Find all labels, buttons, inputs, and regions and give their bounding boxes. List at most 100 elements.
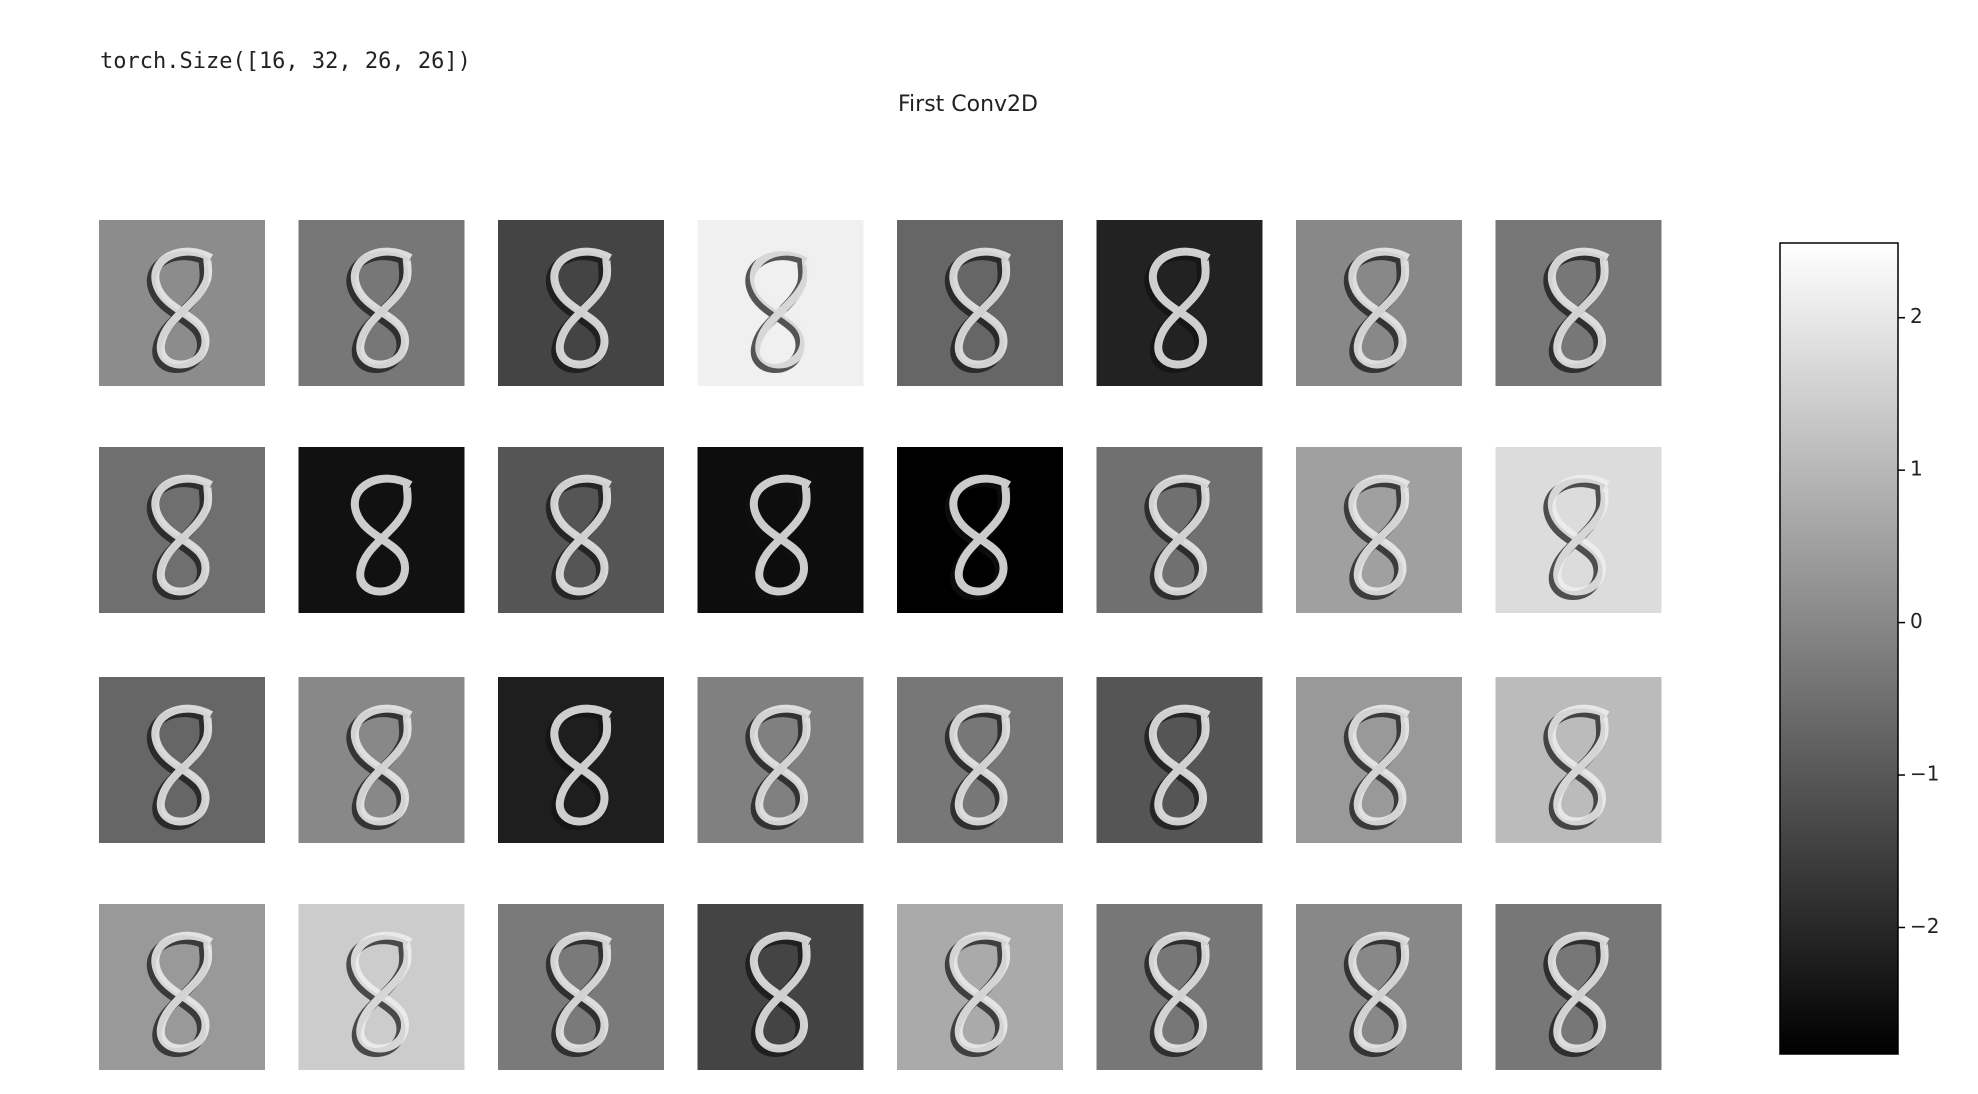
digit-highlight xyxy=(151,247,214,369)
feature-map-background xyxy=(1495,220,1662,386)
digit-highlight xyxy=(550,474,613,596)
digit-highlight xyxy=(350,704,413,826)
feature-map-background xyxy=(498,220,664,386)
feature-map-background xyxy=(1495,904,1662,1070)
digit-highlight xyxy=(949,247,1012,369)
feature-map-background xyxy=(697,904,864,1070)
digit-highlight xyxy=(1348,247,1411,369)
feature-map-background xyxy=(897,904,1063,1070)
digit-highlight xyxy=(350,931,413,1053)
feature-map xyxy=(498,447,664,613)
feature-map xyxy=(99,677,265,843)
feature-map-background xyxy=(1096,677,1263,843)
feature-map xyxy=(697,447,864,613)
chart-title: First Conv2D xyxy=(898,92,1038,117)
feature-map xyxy=(298,447,465,613)
colorbar-tick-label: −2 xyxy=(1910,914,1939,938)
feature-map xyxy=(1096,447,1263,613)
digit-highlight xyxy=(350,474,413,596)
feature-map xyxy=(897,447,1063,613)
feature-map-background xyxy=(298,220,465,386)
feature-map xyxy=(1296,220,1462,386)
colorbar-tick-label: −1 xyxy=(1910,762,1939,786)
digit-highlight xyxy=(550,704,613,826)
digit-highlight xyxy=(749,474,812,596)
digit-highlight xyxy=(1348,474,1411,596)
feature-map-background xyxy=(298,904,465,1070)
digit-highlight xyxy=(949,931,1012,1053)
digit-highlight xyxy=(749,931,812,1053)
feature-map-background xyxy=(498,904,664,1070)
digit-highlight xyxy=(1348,704,1411,826)
digit-highlight xyxy=(550,931,613,1053)
digit-highlight xyxy=(1148,704,1211,826)
digit-highlight xyxy=(350,247,413,369)
feature-map xyxy=(1296,904,1462,1070)
feature-map xyxy=(697,220,864,386)
digit-highlight xyxy=(949,704,1012,826)
digit-highlight xyxy=(151,704,214,826)
feature-map xyxy=(1096,904,1263,1070)
feature-map-background xyxy=(1296,447,1462,613)
feature-map-background xyxy=(1495,447,1662,613)
colorbar-tick-label: 2 xyxy=(1910,304,1923,328)
feature-map-background xyxy=(697,220,864,386)
digit-highlight xyxy=(1148,247,1211,369)
feature-map xyxy=(1495,904,1662,1070)
digit-highlight xyxy=(749,247,812,369)
feature-map xyxy=(99,220,265,386)
feature-map xyxy=(498,220,664,386)
feature-map-background xyxy=(897,220,1063,386)
feature-map xyxy=(1495,677,1662,843)
feature-map xyxy=(1495,447,1662,613)
digit-highlight xyxy=(151,931,214,1053)
feature-map xyxy=(99,447,265,613)
colorbar-tick-label: 0 xyxy=(1910,609,1923,633)
colorbar xyxy=(1779,242,1899,1055)
feature-map xyxy=(498,904,664,1070)
feature-map-background xyxy=(1495,677,1662,843)
digit-highlight xyxy=(151,474,214,596)
feature-map-background xyxy=(99,220,265,386)
feature-map-background xyxy=(498,677,664,843)
digit-highlight xyxy=(749,704,812,826)
feature-map-background xyxy=(99,447,265,613)
feature-map xyxy=(1495,220,1662,386)
feature-map xyxy=(498,677,664,843)
feature-map-background xyxy=(897,447,1063,613)
feature-map-background xyxy=(697,447,864,613)
feature-map-background xyxy=(1296,677,1462,843)
feature-map-background xyxy=(1296,220,1462,386)
feature-map xyxy=(1296,447,1462,613)
feature-map xyxy=(1096,677,1263,843)
feature-map xyxy=(897,677,1063,843)
feature-map-background xyxy=(697,677,864,843)
feature-map xyxy=(897,220,1063,386)
feature-map xyxy=(1296,677,1462,843)
feature-map-background xyxy=(897,677,1063,843)
feature-map-background xyxy=(298,677,465,843)
feature-map xyxy=(99,904,265,1070)
digit-highlight xyxy=(1348,931,1411,1053)
feature-map xyxy=(697,677,864,843)
digit-highlight xyxy=(1148,474,1211,596)
feature-map xyxy=(1096,220,1263,386)
feature-map-background xyxy=(99,904,265,1070)
feature-map xyxy=(897,904,1063,1070)
feature-map-background xyxy=(1096,220,1263,386)
feature-map-background xyxy=(99,677,265,843)
digit-highlight xyxy=(1547,704,1610,826)
colorbar-tick-label: 1 xyxy=(1910,457,1923,481)
digit-highlight xyxy=(1547,931,1610,1053)
digit-highlight xyxy=(1547,247,1610,369)
feature-map-background xyxy=(298,447,465,613)
feature-map xyxy=(298,220,465,386)
feature-map xyxy=(298,677,465,843)
feature-map-background xyxy=(498,447,664,613)
feature-map-background xyxy=(1096,447,1263,613)
digit-highlight xyxy=(1547,474,1610,596)
cell-output: torch.Size([16, 32, 26, 26]) xyxy=(100,49,471,74)
feature-map-background xyxy=(1296,904,1462,1070)
feature-map xyxy=(697,904,864,1070)
